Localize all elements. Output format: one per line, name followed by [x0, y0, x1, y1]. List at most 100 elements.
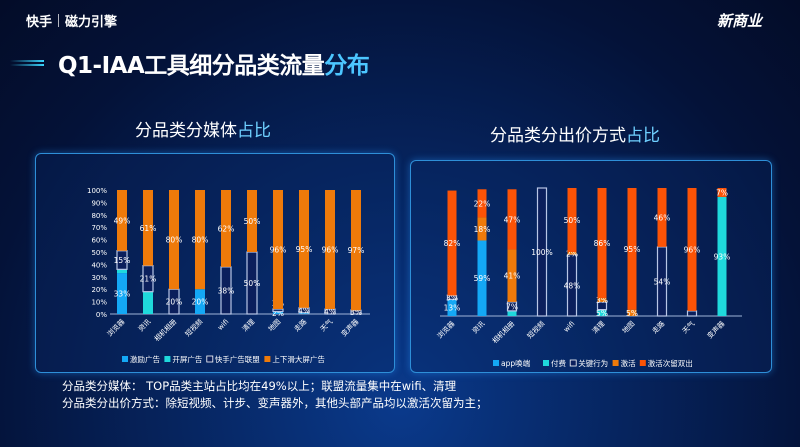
note-line-2: 分品类分出价方式：除短视频、计步、变声器外，其他头部产品均以激活次留为主； [62, 396, 488, 410]
y-tick-label: 0% [96, 311, 107, 319]
legend-swatch [122, 356, 128, 362]
data-label: 97% [348, 246, 365, 255]
x-tick-label: 相机相册 [490, 319, 516, 345]
bar-segment [597, 188, 607, 299]
x-tick-label: 清理 [590, 319, 606, 335]
data-label: 93% [714, 252, 731, 261]
bar-segment [686, 310, 698, 317]
new-business-logo: 新商业 [716, 12, 762, 30]
x-tick-label: 天气 [680, 319, 696, 335]
subtitle-highlight: 占比 [626, 126, 660, 146]
x-tick-label: 浏览器 [435, 319, 456, 340]
bar-segment [536, 187, 548, 317]
bar-segment [273, 311, 283, 314]
bar-segment [221, 190, 231, 267]
page-title: Q1-IAA工具细分品类流量分布 [58, 46, 370, 80]
legend-swatch [206, 355, 214, 363]
bar-segment [477, 189, 487, 218]
data-label: 3% [596, 296, 608, 305]
x-tick-label: wifi [562, 320, 576, 334]
legend-swatch [493, 360, 499, 366]
legend-swatch [543, 360, 549, 366]
bar-segment [325, 190, 335, 310]
legend-label: 激活次留双出 [648, 358, 693, 368]
data-label: 18% [474, 225, 491, 234]
legend-label: 关键行为 [578, 358, 608, 368]
data-label: 95% [624, 245, 641, 254]
data-label: 20% [192, 298, 209, 307]
bar-segment [117, 269, 127, 274]
data-label: 100% [531, 248, 552, 257]
x-tick-label: 地图 [620, 319, 636, 335]
data-label: 82% [444, 239, 461, 248]
legend-swatch [569, 359, 577, 367]
bar-segment [273, 190, 283, 310]
data-label: 38% [218, 286, 235, 295]
subtitle-main: 分品类分媒体 [135, 121, 237, 141]
data-label: 62% [218, 224, 235, 233]
bar-segment [717, 188, 727, 197]
left-chart-subtitle: 分品类分媒体占比 [135, 116, 271, 141]
title-decoration [10, 58, 44, 66]
data-label: 96% [270, 246, 287, 255]
x-tick-label: 资讯 [470, 319, 486, 335]
data-label: 3% [350, 308, 362, 317]
bar-segment [117, 190, 127, 251]
data-label: 33% [114, 290, 131, 299]
bar-segment [597, 298, 607, 302]
legend-label: 上下滑大屏广告 [272, 354, 325, 364]
note-line-1: 分品类分媒体： TOP品类主站占比均在49%以上；联盟流量集中在wifi、清理 [62, 379, 457, 393]
y-tick-label: 90% [91, 199, 107, 207]
data-label: 86% [594, 239, 611, 248]
cili-engine-logo: 磁力引擎 [65, 15, 118, 30]
bar-segment [447, 190, 457, 296]
title-highlight: 分布 [324, 53, 370, 79]
legend-swatch [164, 356, 171, 362]
y-tick-label: 30% [91, 274, 107, 282]
bar-segment [507, 189, 517, 250]
bar-segment [507, 310, 517, 316]
y-tick-label: 10% [91, 299, 107, 307]
bar-segment [247, 190, 257, 252]
data-label: 5% [626, 309, 638, 318]
legend-label: 快手广告联盟 [215, 354, 260, 364]
data-label: 5% [596, 309, 608, 318]
bar-segment [567, 188, 577, 252]
bar-segment [657, 188, 667, 247]
kuaishou-logo: 快手 [26, 15, 53, 30]
subtitle-highlight: 占比 [237, 121, 271, 141]
bar-segment [507, 249, 517, 302]
data-label: 2% [566, 249, 578, 258]
bar-segment [597, 309, 607, 316]
data-label: 80% [166, 236, 183, 245]
data-label: 48% [564, 281, 581, 290]
data-label: 41% [504, 272, 521, 281]
x-tick-label: 变声器 [705, 319, 726, 340]
y-tick-label: 20% [91, 286, 107, 294]
legend-swatch [639, 360, 646, 366]
data-label: 13% [444, 304, 461, 313]
subtitle-main: 分品类分出价方式 [490, 126, 626, 146]
data-label: 59% [474, 274, 491, 283]
bar-segment [627, 188, 637, 310]
legend-swatch [264, 356, 271, 362]
data-label: 20% [166, 298, 183, 307]
bar-segment [195, 289, 205, 314]
legend-label: 激活 [621, 358, 636, 368]
brand-logos: 快手 磁力引擎 [26, 11, 117, 30]
data-label: 50% [244, 279, 261, 288]
bar-segment [567, 252, 577, 255]
data-label: 15% [114, 256, 131, 265]
right-chart-panel [410, 160, 772, 373]
right-chart-subtitle: 分品类分出价方式占比 [490, 121, 660, 146]
bar-segment [627, 309, 637, 316]
data-label: 3% [446, 293, 458, 302]
data-label: 50% [244, 217, 261, 226]
x-tick-label: 走路 [650, 319, 666, 335]
bar-segment [596, 301, 608, 311]
data-label: 96% [322, 246, 339, 255]
bar-segment [687, 188, 697, 311]
bar-segment [477, 217, 487, 241]
